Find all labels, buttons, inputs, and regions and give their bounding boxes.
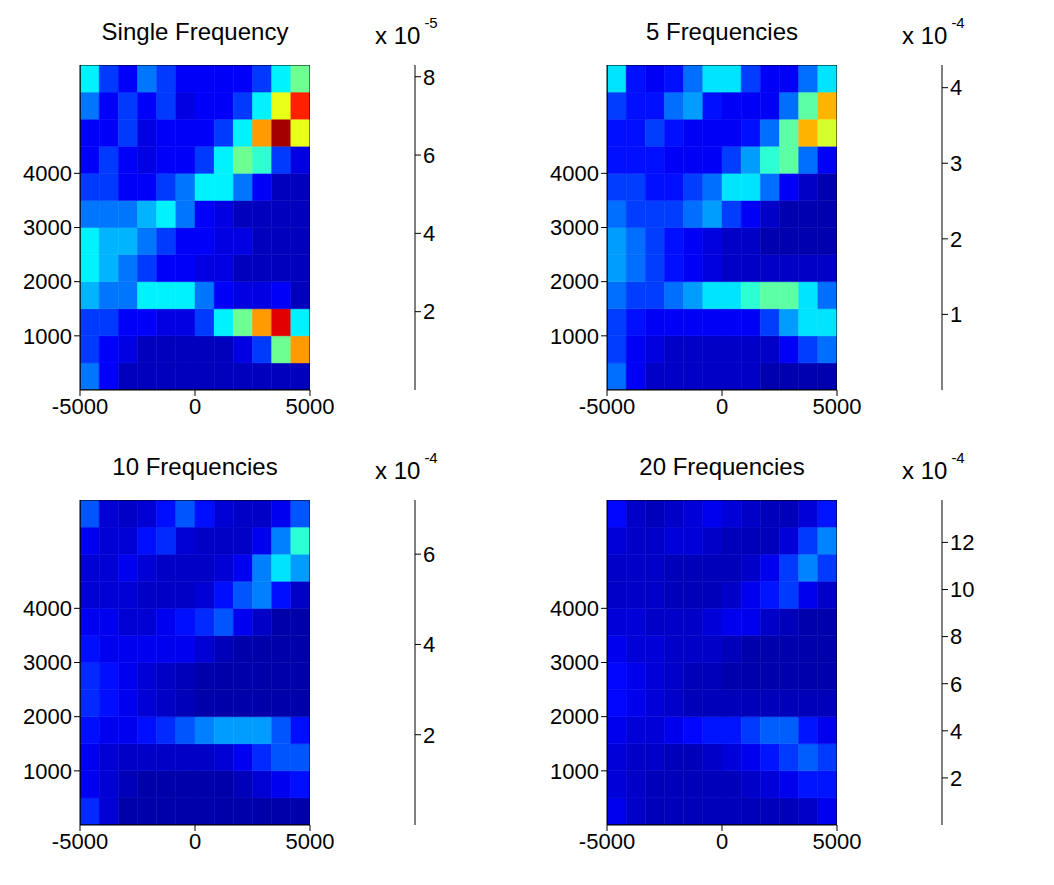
html-text:x 10-4: x 10-4 <box>902 14 965 49</box>
svg-text:6: 6 <box>423 542 435 567</box>
svg-text:4000: 4000 <box>23 596 72 621</box>
svg-text:1000: 1000 <box>23 759 72 784</box>
svg-text:2: 2 <box>950 227 962 252</box>
svg-text:2000: 2000 <box>23 269 72 294</box>
svg-text:1000: 1000 <box>23 324 72 349</box>
svg-text:3000: 3000 <box>550 215 599 240</box>
svg-text:2000: 2000 <box>23 704 72 729</box>
html-text:20 Frequencies: 20 Frequencies <box>639 453 805 480</box>
svg-text:0: 0 <box>189 829 201 854</box>
svg-text:1000: 1000 <box>550 324 599 349</box>
svg-text:2000: 2000 <box>550 269 599 294</box>
svg-text:4000: 4000 <box>23 161 72 186</box>
svg-text:3000: 3000 <box>23 650 72 675</box>
svg-text:1000: 1000 <box>550 759 599 784</box>
svg-text:10: 10 <box>950 577 974 602</box>
svg-text:2: 2 <box>950 766 962 791</box>
svg-text:1: 1 <box>950 302 962 327</box>
svg-text:-5000: -5000 <box>52 829 108 854</box>
svg-text:0: 0 <box>716 829 728 854</box>
html-text:x 10-4: x 10-4 <box>375 449 438 484</box>
svg-text:5000: 5000 <box>813 394 862 419</box>
html-text:x 10-5: x 10-5 <box>375 14 438 49</box>
svg-text:2: 2 <box>423 299 435 324</box>
svg-text:0: 0 <box>189 394 201 419</box>
svg-text:4: 4 <box>423 632 435 657</box>
svg-text:6: 6 <box>950 672 962 697</box>
html-text:10 Frequencies: 10 Frequencies <box>112 453 278 480</box>
svg-text:8: 8 <box>950 624 962 649</box>
svg-text:3000: 3000 <box>550 650 599 675</box>
svg-text:8: 8 <box>423 65 435 90</box>
html-text:Single Frequency: Single Frequency <box>101 18 289 45</box>
svg-text:2000: 2000 <box>550 704 599 729</box>
svg-text:12: 12 <box>950 530 974 555</box>
svg-text:2: 2 <box>423 723 435 748</box>
html-text:5 Frequencies: 5 Frequencies <box>646 18 798 45</box>
svg-text:5000: 5000 <box>286 829 335 854</box>
svg-text:4: 4 <box>423 221 435 246</box>
svg-text:6: 6 <box>423 143 435 168</box>
svg-text:4000: 4000 <box>550 596 599 621</box>
svg-text:3000: 3000 <box>23 215 72 240</box>
html-text:x 10-4: x 10-4 <box>902 449 965 484</box>
svg-text:5000: 5000 <box>286 394 335 419</box>
svg-text:-5000: -5000 <box>52 394 108 419</box>
svg-text:-5000: -5000 <box>579 829 635 854</box>
svg-text:4: 4 <box>950 75 962 100</box>
svg-text:4000: 4000 <box>550 161 599 186</box>
svg-text:5000: 5000 <box>813 829 862 854</box>
svg-text:-5000: -5000 <box>579 394 635 419</box>
svg-text:3: 3 <box>950 151 962 176</box>
svg-text:0: 0 <box>716 394 728 419</box>
svg-text:4: 4 <box>950 719 962 744</box>
